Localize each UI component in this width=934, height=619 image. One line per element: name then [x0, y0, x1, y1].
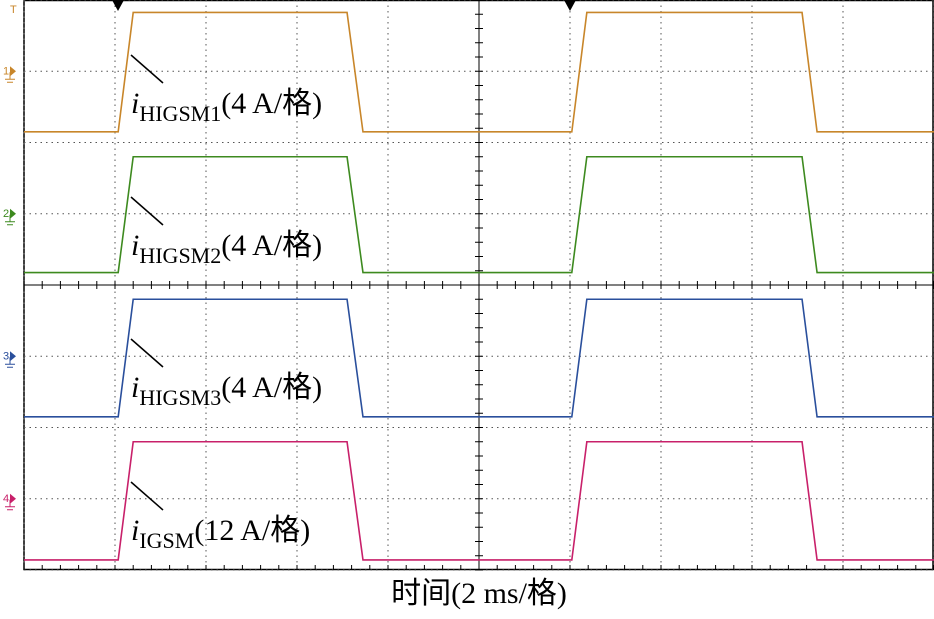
label-subscript: HIGSM3	[139, 385, 221, 410]
ground-symbol	[5, 72, 15, 83]
label-symbol: i	[131, 229, 139, 262]
trace-label: iHIGSM3(4 A/格)	[131, 371, 322, 410]
ground-symbol	[5, 357, 15, 368]
channel-label: 4	[3, 493, 9, 505]
label-subscript: HIGSM1	[139, 101, 221, 126]
trigger-marker	[564, 0, 576, 11]
channel-marker	[10, 208, 16, 219]
label-scale: (4 A/格)	[221, 229, 322, 262]
ground-symbol	[5, 214, 15, 226]
label-scale: (4 A/格)	[221, 87, 322, 120]
label-symbol: i	[131, 87, 139, 120]
trace-label: iIGSM(12 A/格)	[131, 514, 310, 553]
channel-marker	[10, 351, 16, 362]
channel-marker	[10, 493, 16, 504]
trace-label: iHIGSM1(4 A/格)	[131, 87, 322, 126]
label-scale: (12 A/格)	[194, 514, 310, 547]
label-subscript: HIGSM2	[139, 243, 221, 268]
leader-line	[130, 481, 164, 511]
ground-symbol	[5, 499, 15, 511]
label-subscript: IGSM	[139, 528, 194, 553]
leader-line	[130, 196, 164, 226]
label-symbol: i	[131, 514, 139, 547]
trace	[24, 155, 934, 274]
label-scale: (4 A/格)	[221, 371, 322, 404]
channel-label: 2	[3, 208, 9, 220]
x-axis-label: 时间(2 ms/格)	[391, 577, 567, 610]
leader-line	[130, 338, 164, 368]
trace	[24, 298, 934, 418]
leader-line	[130, 54, 164, 84]
trigger-label: T	[10, 4, 17, 16]
label-symbol: i	[131, 371, 139, 404]
trace	[24, 440, 934, 561]
channel-label: 1	[3, 65, 9, 77]
trace-label: iHIGSM2(4 A/格)	[131, 229, 322, 268]
trace	[24, 11, 934, 133]
channel-marker	[10, 66, 16, 77]
trigger-marker	[112, 0, 124, 11]
channel-label: 3	[3, 350, 9, 362]
